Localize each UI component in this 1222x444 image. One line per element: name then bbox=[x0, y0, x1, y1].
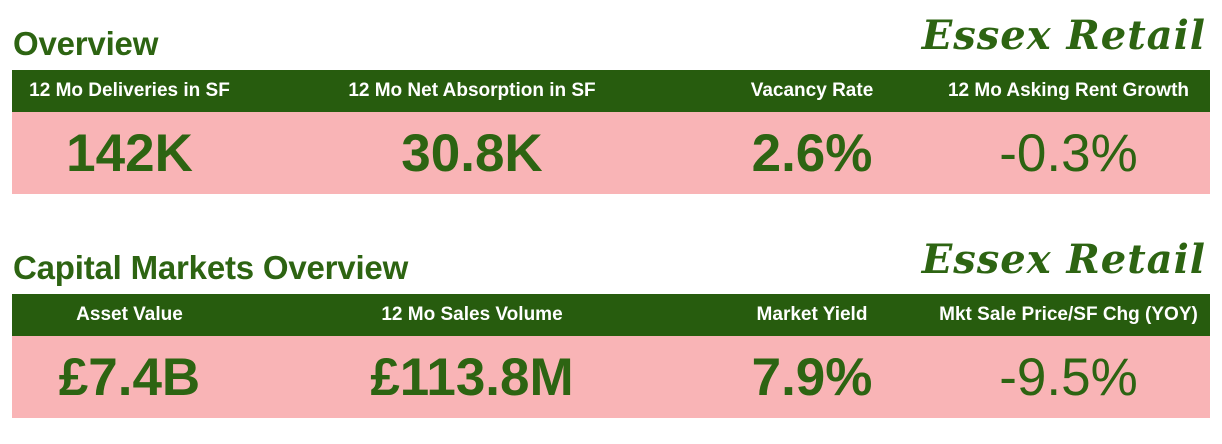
header-asset-value: Asset Value bbox=[76, 304, 183, 325]
header-vacancy-rate: Vacancy Rate bbox=[750, 80, 874, 101]
overview-value-bar: 142K 30.8K 2.6% -0.3% bbox=[12, 112, 1210, 194]
capital-markets-value-bar: £7.4B £113.8M 7.9% -9.5% bbox=[12, 336, 1210, 418]
value-rent-growth: -0.3% bbox=[999, 124, 1138, 183]
overview-header-bar: 12 Mo Deliveries in SF 12 Mo Net Absorpt… bbox=[12, 70, 1210, 112]
header-net-absorption: 12 Mo Net Absorption in SF bbox=[348, 80, 596, 101]
brand-logo: Essex Retail bbox=[921, 236, 1206, 283]
overview-section: Overview Essex Retail 12 Mo Deliveries i… bbox=[12, 12, 1210, 194]
value-sale-price-change: -9.5% bbox=[999, 348, 1138, 407]
capital-markets-header-bar: Asset Value 12 Mo Sales Volume Market Yi… bbox=[12, 294, 1210, 336]
header-deliveries: 12 Mo Deliveries in SF bbox=[29, 80, 230, 101]
value-sales-volume: £113.8M bbox=[370, 348, 574, 407]
value-net-absorption: 30.8K bbox=[401, 124, 543, 183]
capital-markets-section: Capital Markets Overview Essex Retail As… bbox=[12, 236, 1210, 418]
header-rent-growth: 12 Mo Asking Rent Growth bbox=[947, 80, 1190, 101]
header-sales-volume: 12 Mo Sales Volume bbox=[381, 304, 563, 325]
value-asset-value: £7.4B bbox=[58, 348, 201, 407]
value-vacancy-rate: 2.6% bbox=[751, 124, 873, 183]
overview-title: Overview bbox=[13, 25, 159, 62]
header-market-yield: Market Yield bbox=[756, 304, 868, 325]
capital-markets-title: Capital Markets Overview bbox=[13, 249, 409, 286]
brand-logo: Essex Retail bbox=[921, 12, 1206, 59]
value-deliveries: 142K bbox=[66, 124, 193, 183]
value-market-yield: 7.9% bbox=[751, 348, 873, 407]
header-sale-price-change: Mkt Sale Price/SF Chg (YOY) bbox=[939, 304, 1198, 325]
